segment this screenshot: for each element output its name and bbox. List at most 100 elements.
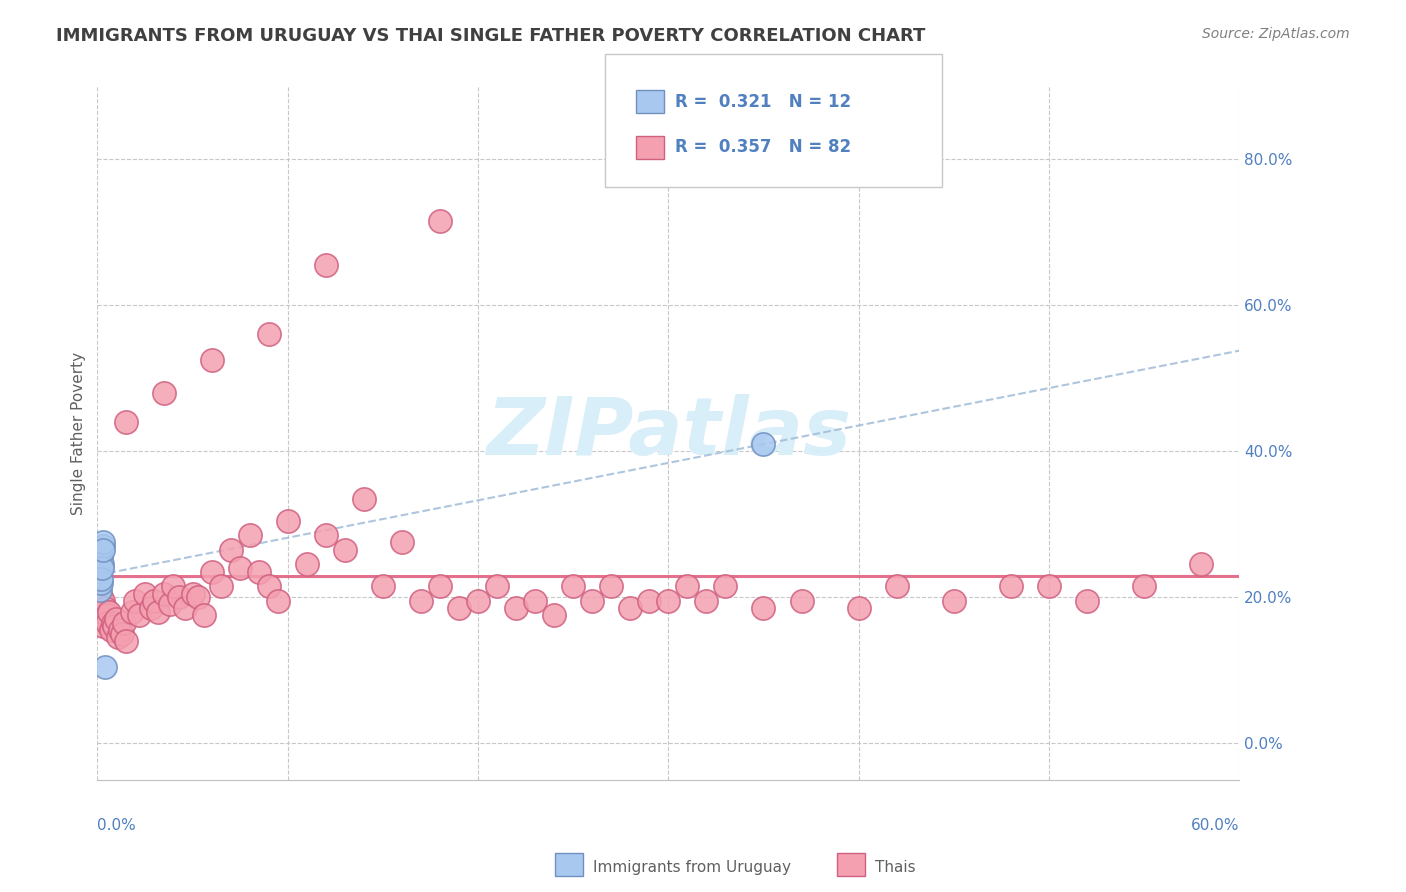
Point — [90, 575, 112, 590]
Point — [391, 535, 413, 549]
Point — [247, 565, 270, 579]
Point — [105, 612, 128, 626]
Point — [143, 594, 166, 608]
Point — [219, 542, 242, 557]
Point — [91, 594, 114, 608]
Point — [790, 594, 813, 608]
Point — [353, 491, 375, 506]
Point — [115, 634, 138, 648]
Point — [94, 659, 117, 673]
Point — [239, 528, 262, 542]
Point — [94, 612, 117, 626]
Point — [752, 437, 775, 451]
Point — [752, 601, 775, 615]
Point — [886, 579, 908, 593]
Point — [447, 601, 470, 615]
Point — [187, 590, 209, 604]
Point — [107, 630, 129, 644]
Point — [371, 579, 394, 593]
Point — [100, 623, 122, 637]
Point — [543, 608, 565, 623]
Point — [467, 594, 489, 608]
Point — [695, 594, 717, 608]
Point — [89, 598, 111, 612]
Point — [714, 579, 737, 593]
Point — [90, 572, 112, 586]
Point — [134, 586, 156, 600]
Point — [89, 582, 111, 597]
Point — [91, 542, 114, 557]
Point — [277, 514, 299, 528]
Point — [200, 353, 222, 368]
Point — [485, 579, 508, 593]
Point — [315, 528, 337, 542]
Point — [1076, 594, 1098, 608]
Point — [942, 594, 965, 608]
Point — [257, 327, 280, 342]
Point — [676, 579, 699, 593]
Point — [267, 594, 290, 608]
Point — [581, 594, 603, 608]
Point — [229, 561, 252, 575]
Point — [91, 535, 114, 549]
Point — [848, 601, 870, 615]
Point — [108, 623, 131, 637]
Point — [97, 605, 120, 619]
Point — [1038, 579, 1060, 593]
Point — [162, 579, 184, 593]
Point — [524, 594, 547, 608]
Point — [153, 586, 176, 600]
Text: Source: ZipAtlas.com: Source: ZipAtlas.com — [1202, 27, 1350, 41]
Point — [90, 561, 112, 575]
Point — [295, 558, 318, 572]
Point — [128, 608, 150, 623]
Point — [167, 590, 190, 604]
Point — [103, 619, 125, 633]
Point — [409, 594, 432, 608]
Text: Thais: Thais — [875, 860, 915, 874]
Point — [91, 539, 114, 553]
Point — [209, 579, 232, 593]
Point — [111, 626, 134, 640]
Point — [91, 558, 114, 572]
Point — [112, 615, 135, 630]
Point — [89, 565, 111, 579]
Text: 0.0%: 0.0% — [97, 818, 136, 833]
Point — [1133, 579, 1156, 593]
Point — [562, 579, 585, 593]
Point — [139, 601, 162, 615]
Text: R =  0.357   N = 82: R = 0.357 N = 82 — [675, 138, 851, 156]
Text: Immigrants from Uruguay: Immigrants from Uruguay — [593, 860, 792, 874]
Point — [638, 594, 661, 608]
Point — [333, 542, 356, 557]
Point — [200, 565, 222, 579]
Text: R =  0.321   N = 12: R = 0.321 N = 12 — [675, 93, 851, 111]
Point — [90, 590, 112, 604]
Point — [257, 579, 280, 593]
Point — [1000, 579, 1022, 593]
Text: ZIPatlas: ZIPatlas — [486, 394, 851, 472]
Text: 60.0%: 60.0% — [1191, 818, 1239, 833]
Point — [94, 601, 117, 615]
Point — [193, 608, 215, 623]
Point — [90, 608, 112, 623]
Point — [148, 605, 170, 619]
Point — [657, 594, 679, 608]
Point — [159, 598, 181, 612]
Point — [505, 601, 527, 615]
Point — [174, 601, 197, 615]
Point — [124, 594, 146, 608]
Point — [429, 214, 451, 228]
Point — [91, 619, 114, 633]
Point — [101, 615, 124, 630]
Point — [315, 258, 337, 272]
Text: IMMIGRANTS FROM URUGUAY VS THAI SINGLE FATHER POVERTY CORRELATION CHART: IMMIGRANTS FROM URUGUAY VS THAI SINGLE F… — [56, 27, 925, 45]
Point — [600, 579, 623, 593]
Point — [619, 601, 641, 615]
Point — [121, 605, 143, 619]
Point — [90, 549, 112, 564]
Point — [1189, 558, 1212, 572]
Point — [96, 615, 118, 630]
Point — [96, 608, 118, 623]
Point — [153, 385, 176, 400]
